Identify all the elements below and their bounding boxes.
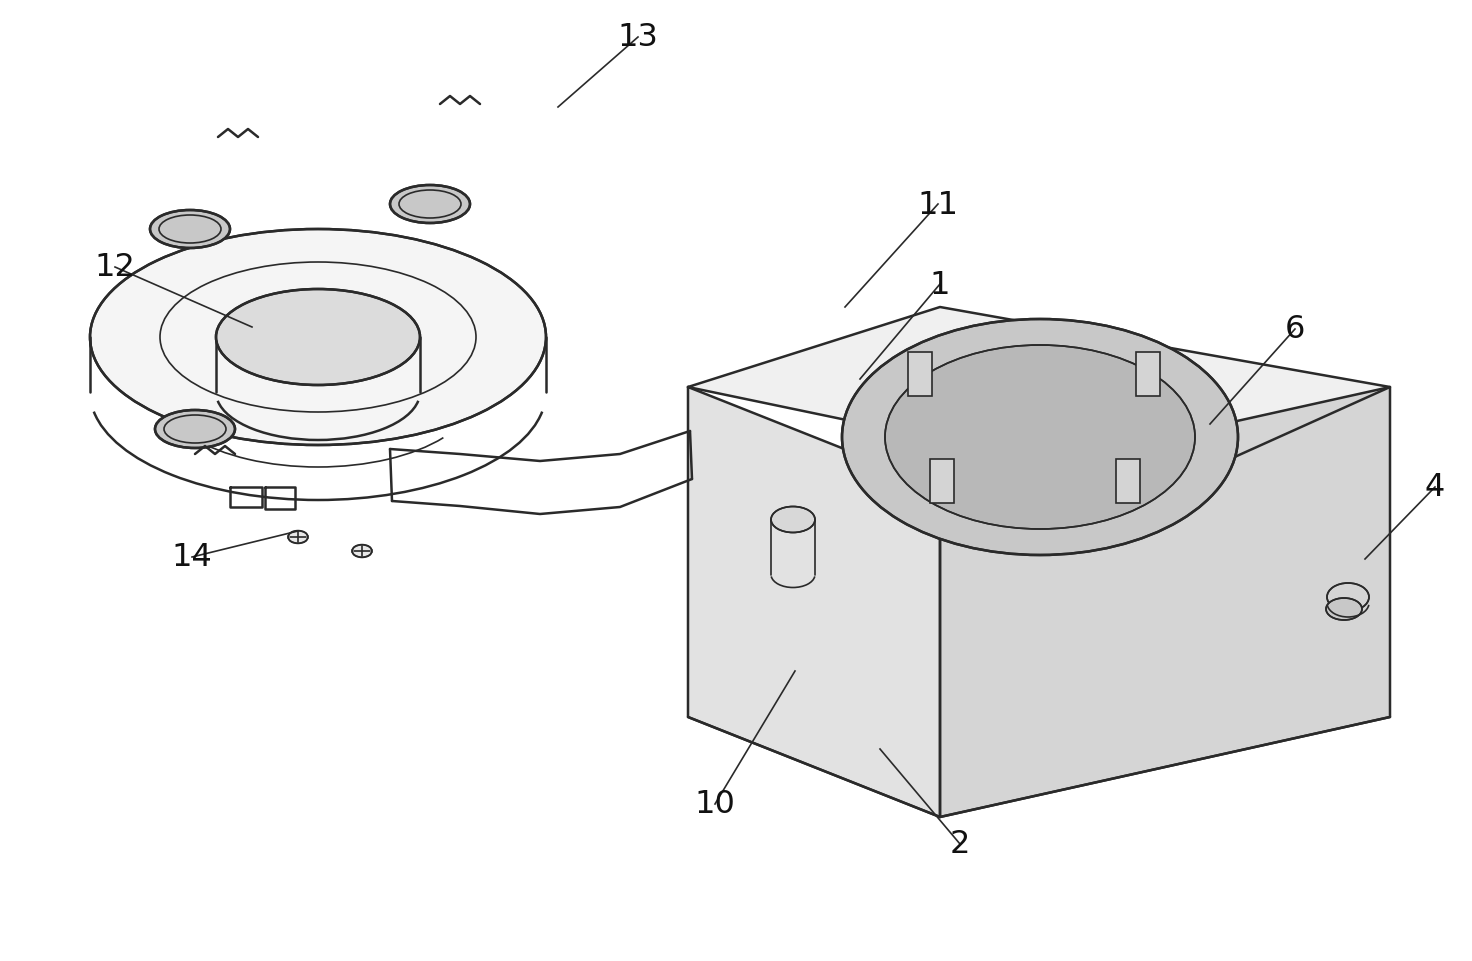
Ellipse shape [842,320,1238,555]
Bar [930,459,954,504]
Text: 11: 11 [917,189,958,220]
Bar [908,353,932,397]
Ellipse shape [155,410,236,449]
Text: 13: 13 [618,22,658,54]
Ellipse shape [90,230,546,446]
Text: 6: 6 [1285,314,1306,345]
Ellipse shape [352,545,372,557]
Ellipse shape [1326,599,1362,621]
Text: 2: 2 [949,828,970,859]
Ellipse shape [390,185,470,224]
Text: 4: 4 [1425,472,1446,503]
Text: 14: 14 [172,542,212,573]
Polygon shape [941,387,1390,817]
Polygon shape [687,387,941,817]
Text: 1: 1 [930,269,951,300]
Text: 10: 10 [695,789,736,820]
Ellipse shape [150,210,230,249]
Text: 12: 12 [94,252,135,283]
Polygon shape [687,308,1390,487]
Bar [1136,353,1160,397]
Ellipse shape [771,507,815,533]
Ellipse shape [216,289,420,385]
Bar [1116,459,1139,504]
Ellipse shape [1326,583,1369,611]
Ellipse shape [289,531,308,544]
Ellipse shape [885,346,1195,530]
